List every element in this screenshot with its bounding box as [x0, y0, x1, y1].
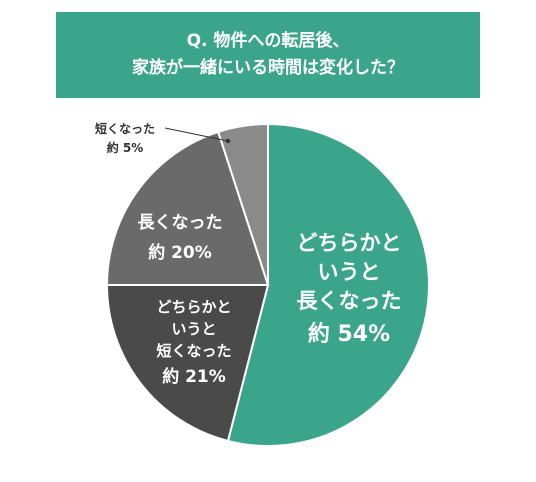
question-title-line2: 家族が一緒にいる時間は変化した？	[132, 58, 404, 78]
slice-label-text: 長くなった	[138, 213, 223, 233]
slice-label-text: 短くなった	[156, 342, 231, 360]
slice-value-label: 約 54%	[308, 321, 390, 347]
leader-line	[164, 127, 229, 142]
question-title-line1: Q. 物件への転居後、	[186, 31, 350, 51]
slice-value-label: 約 21%	[162, 366, 226, 387]
slice-label-text: 長くなった	[297, 289, 402, 313]
slice-label-text: 短くなった	[95, 121, 155, 136]
leader-dot	[225, 138, 231, 144]
pie-slice-3	[216, 122, 269, 286]
slice-value-label: 約 5%	[107, 140, 144, 155]
pie-slice-0	[226, 122, 430, 447]
slice-label-text: いうと	[171, 320, 216, 338]
slice-label-text: いうと	[318, 260, 381, 284]
pie-slice-1	[105, 284, 270, 443]
slice-label-text: どちらかと	[297, 231, 402, 255]
slice-label-text: どちらかと	[156, 298, 231, 316]
slice-value-label: 約 20%	[148, 242, 212, 263]
question-banner: Q. 物件への転居後、 家族が一緒にいる時間は変化した？	[56, 12, 480, 98]
pie-slice-2	[105, 130, 270, 286]
